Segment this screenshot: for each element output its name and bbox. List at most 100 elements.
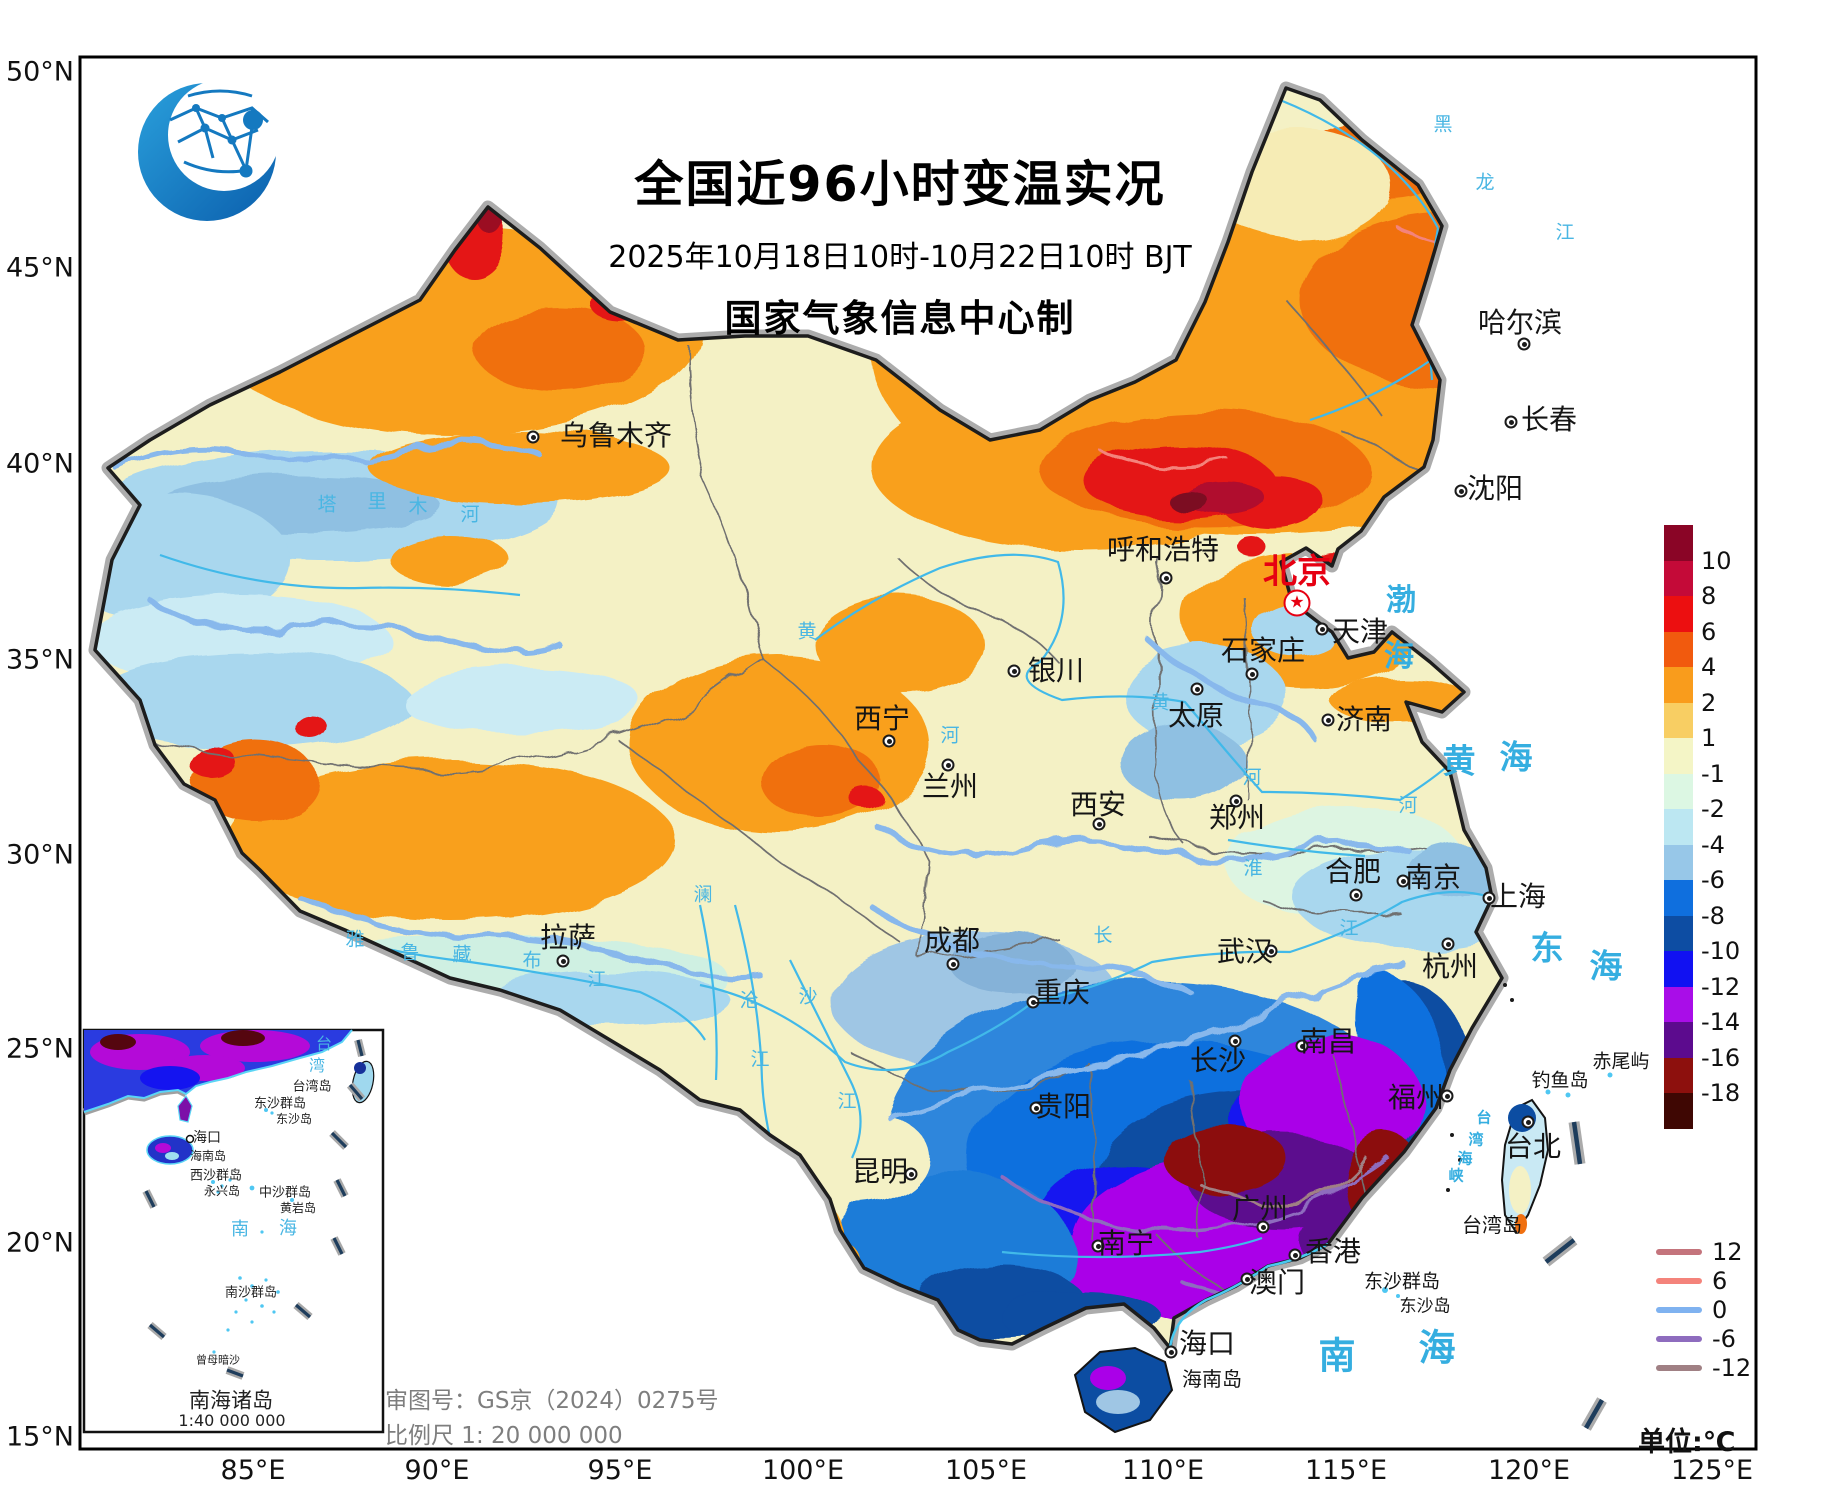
isoline-legend-line <box>1656 1365 1702 1371</box>
colorbar-segment <box>1664 1057 1693 1093</box>
river-label: 河 <box>1242 766 1262 789</box>
inset-label: 西沙群岛 <box>189 1168 243 1184</box>
latitude-tick-label: 50°N <box>5 56 74 88</box>
river-label: 里 <box>367 490 387 513</box>
city-label: 南京 <box>1404 861 1462 894</box>
colorbar-tick-label: -10 <box>1701 937 1741 965</box>
colorbar-tick-label: -18 <box>1701 1079 1741 1107</box>
city-label: 成都 <box>923 924 981 957</box>
city-label: 哈尔滨 <box>1477 306 1563 339</box>
colorbar-segment <box>1664 631 1693 667</box>
capital-star-marker: ★ <box>1283 589 1311 617</box>
inset-label: 永兴岛 <box>203 1184 241 1198</box>
city-label: 呼和浩特 <box>1106 533 1220 566</box>
city-label: 兰州 <box>921 770 979 803</box>
city-marker <box>556 954 570 968</box>
city-label: 长沙 <box>1189 1044 1247 1077</box>
coast-islets <box>1446 983 1514 1192</box>
city-label: 西宁 <box>853 702 911 735</box>
city-label: 南昌 <box>1299 1025 1357 1058</box>
latitude-tick-label: 20°N <box>5 1227 74 1259</box>
colorbar-segment <box>1664 809 1693 845</box>
hainan-island <box>1073 1346 1174 1434</box>
city-label: 石家庄 <box>1220 634 1306 667</box>
city-marker <box>1295 1039 1309 1053</box>
city-marker <box>1482 891 1496 905</box>
city-marker <box>882 734 896 748</box>
longitude-tick-label: 120°E <box>1487 1455 1571 1486</box>
city-marker <box>1288 1248 1302 1262</box>
colorbar-segment <box>1664 986 1693 1022</box>
river-label: 河 <box>460 503 480 526</box>
colorbar-tick-label: 10 <box>1701 546 1732 575</box>
isoline-legend-label: 6 <box>1712 1267 1728 1295</box>
city-marker <box>1091 1239 1105 1253</box>
river-label: 雅 <box>345 928 365 951</box>
city-marker <box>1240 1272 1254 1286</box>
river-label: 江 <box>1555 221 1575 244</box>
longitude-tick-label: 110°E <box>1121 1455 1205 1486</box>
inset-label: 南沙群岛 <box>224 1285 278 1301</box>
colorbar-segment <box>1664 844 1693 880</box>
colorbar-tick-label: -14 <box>1701 1008 1741 1036</box>
title-block: 全国近96小时变温实况 2025年10月18日10时-10月22日10时 BJT… <box>608 145 1192 342</box>
river-label: 沧 <box>739 989 759 1012</box>
city-marker <box>1264 944 1278 958</box>
city-label: 太原 <box>1167 699 1225 732</box>
colorbar-segment <box>1664 1022 1693 1058</box>
river-label: 江 <box>750 1048 770 1071</box>
colorbar-segment <box>1664 915 1693 951</box>
nmic-logo <box>138 79 280 221</box>
city-label: 合肥 <box>1324 855 1382 888</box>
city-label: 杭州 <box>1421 950 1479 983</box>
river-label: 河 <box>940 724 960 747</box>
colorbar-tick-label: 4 <box>1701 653 1717 681</box>
map-frame <box>78 55 1758 1451</box>
river-label: 澜 <box>693 883 713 906</box>
south-china-sea-inset <box>82 1028 385 1434</box>
colorbar-segment <box>1664 560 1693 596</box>
colorbar-segment <box>1664 773 1693 809</box>
latitude-tick-label: 40°N <box>5 448 74 480</box>
colorbar-tick-label: 6 <box>1701 617 1717 646</box>
city-label: 郑州 <box>1208 801 1266 834</box>
latitude-tick-label: 45°N <box>5 252 74 284</box>
river-label: 河 <box>1398 794 1418 817</box>
city-marker <box>1256 1220 1270 1234</box>
sea-label: 黄 <box>1442 741 1476 781</box>
city-label: 济南 <box>1335 703 1393 736</box>
city-marker <box>904 1167 918 1181</box>
isoline-legend-label: 0 <box>1712 1296 1728 1324</box>
city-marker <box>1228 1034 1242 1048</box>
river-label: 黄 <box>1150 691 1170 714</box>
city-marker <box>1321 713 1335 727</box>
city-label: 沈阳 <box>1466 472 1524 505</box>
latitude-tick-label: 30°N <box>5 839 74 871</box>
river-label: 黑 <box>1433 113 1453 136</box>
island-label: 赤尾屿 <box>1592 1050 1650 1073</box>
river-label: 淮 <box>1243 857 1263 880</box>
city-label: 澳门 <box>1248 1266 1306 1299</box>
sea-label: 台 <box>1476 1108 1492 1127</box>
sea-label: 峡 <box>1448 1166 1464 1185</box>
city-label: 南宁 <box>1097 1227 1155 1260</box>
inset-label: 湾 <box>308 1056 326 1075</box>
river-label: 江 <box>1339 917 1359 940</box>
sea-label: 渤 <box>1386 583 1416 618</box>
river-label: 江 <box>587 968 607 991</box>
river-label: 江 <box>837 1090 857 1113</box>
isoline-legend-line <box>1656 1307 1702 1313</box>
city-marker <box>1229 794 1243 808</box>
river-label: 沙 <box>798 985 818 1008</box>
country-outline <box>93 86 1504 1350</box>
city-label: 上海 <box>1489 880 1547 913</box>
river-label: 长 <box>1093 924 1113 947</box>
city-marker <box>941 758 955 772</box>
city-label: 长春 <box>1520 403 1578 436</box>
river-label: 黄 <box>797 620 817 643</box>
isoline-legend-line <box>1656 1336 1702 1342</box>
isoline-legend-label: -12 <box>1712 1354 1752 1382</box>
isoline-legend-label: 12 <box>1712 1238 1743 1266</box>
colorbar-segment <box>1664 702 1693 738</box>
